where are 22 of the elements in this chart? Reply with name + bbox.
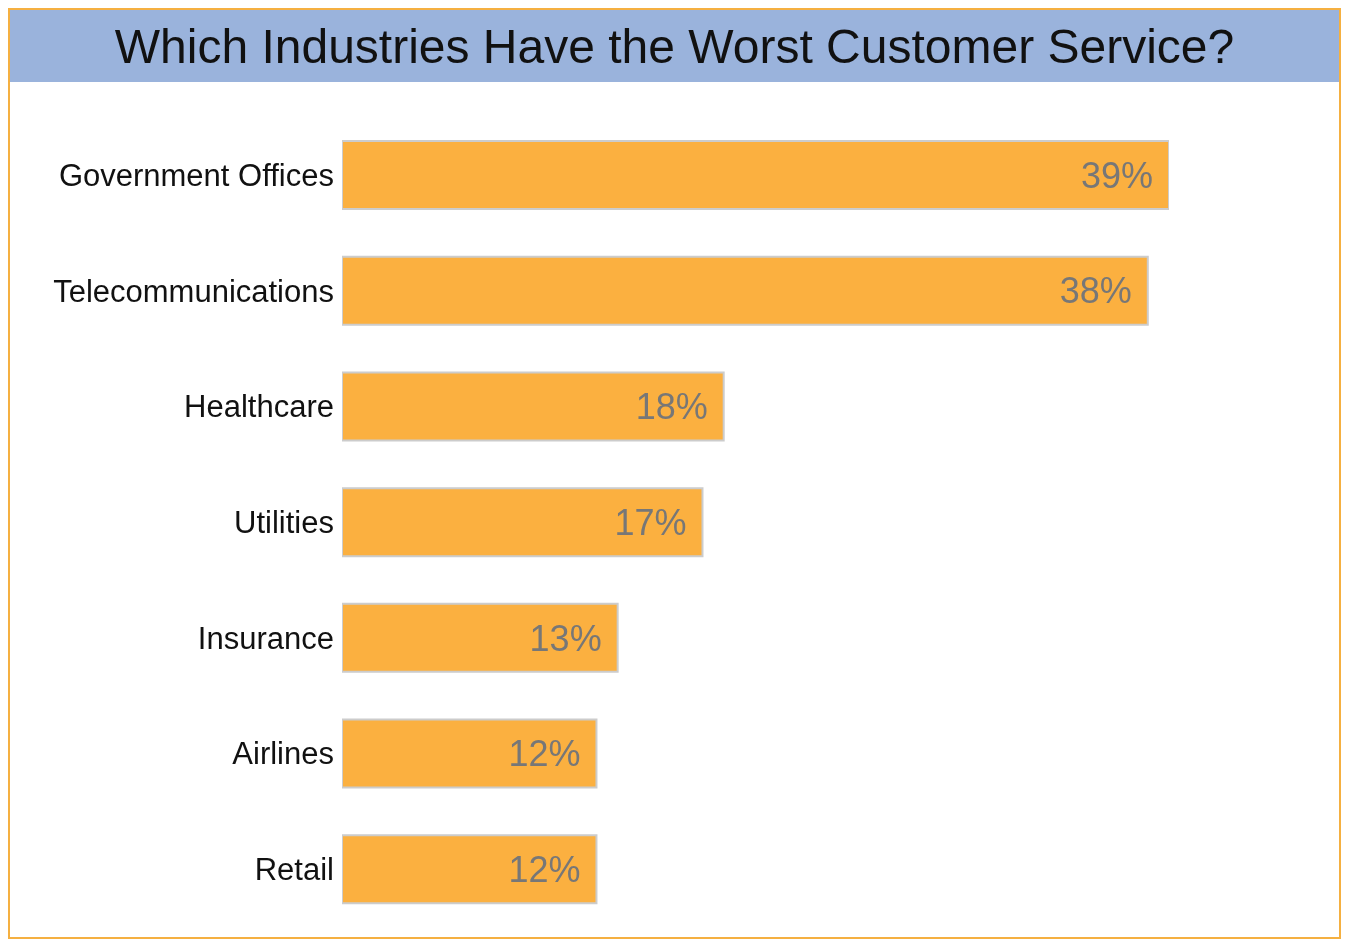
y-tick-label: Airlines xyxy=(232,736,334,772)
bar xyxy=(342,834,598,905)
bar xyxy=(342,371,725,442)
bar xyxy=(342,718,598,789)
data-label: 18% xyxy=(635,386,708,428)
bar xyxy=(342,140,1169,210)
bar xyxy=(342,255,1149,326)
data-label: 12% xyxy=(508,733,581,775)
chart-title: Which Industries Have the Worst Customer Service? xyxy=(10,10,1339,82)
data-label: 13% xyxy=(529,617,602,659)
bar xyxy=(342,602,619,673)
bar xyxy=(342,487,704,558)
data-label: 12% xyxy=(508,849,581,891)
data-label: 17% xyxy=(614,501,687,543)
y-tick-label: Utilities xyxy=(234,505,334,541)
y-tick-label: Government Offices xyxy=(58,157,334,193)
y-tick-label: Telecommunications xyxy=(53,273,334,309)
y-tick-label: Insurance xyxy=(197,620,334,656)
y-tick-label: Healthcare xyxy=(184,389,334,425)
data-label: 39% xyxy=(1080,154,1153,196)
data-label: 38% xyxy=(1059,270,1132,312)
y-tick-label: Retail xyxy=(254,852,334,888)
